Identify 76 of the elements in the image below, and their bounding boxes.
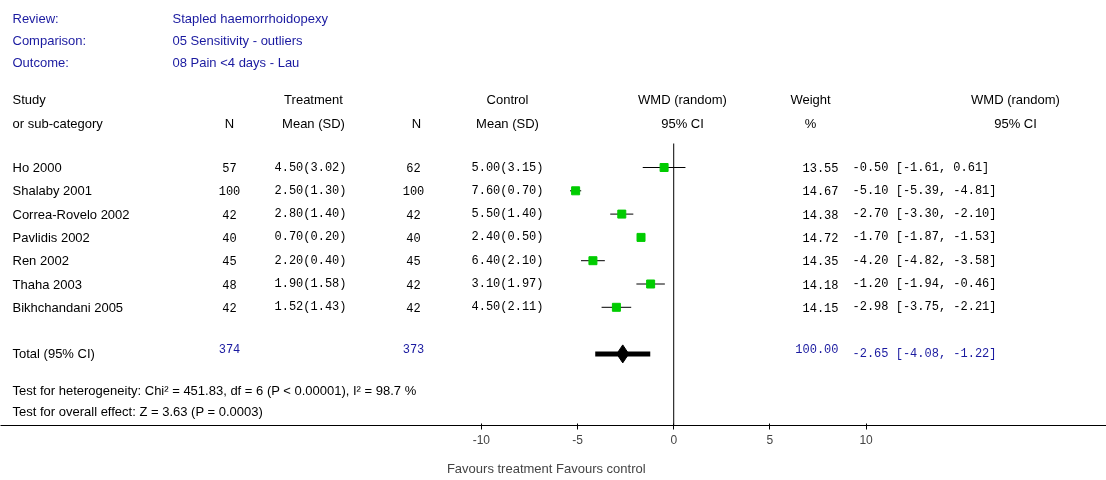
annotation: 13.55 — [802, 162, 839, 176]
y-tick-label: Ho 2000 — [12, 160, 62, 175]
x-axis-title: Favours treatment Favours control — [446, 460, 646, 476]
text: N — [411, 116, 422, 131]
text: WMD (random) 95% CI — [971, 92, 1060, 131]
x-tick-label: 0 — [670, 432, 678, 447]
y-tick-label: Thaha 2003 — [12, 276, 82, 292]
annotation: 57 — [222, 162, 237, 176]
annotation: 374 — [218, 343, 241, 358]
annotation: 42 — [222, 208, 237, 223]
y-tick-label: Bikhchandani 2005 — [12, 299, 124, 315]
annotation: 14.67 — [802, 185, 839, 200]
x-tick-label: 10 — [859, 432, 874, 447]
text: Outcome: — [12, 55, 69, 70]
annotation: 100 — [218, 185, 241, 200]
annotation: 100.00 — [795, 343, 839, 358]
annotation: -1.70 [-1.87, -1.53] — [852, 230, 997, 245]
text: Comparison: — [12, 33, 87, 48]
x-tick-label: 5 — [766, 432, 774, 447]
annotation: 373 — [402, 343, 425, 358]
text: Review: — [12, 11, 59, 26]
y-tick-label: Total (95% CI) — [12, 346, 95, 362]
y-tick-label: Pavlidis 2002 — [12, 229, 90, 245]
annotation: -2.65 [-4.08, -1.22] — [852, 346, 997, 361]
text: 05 Sensitivity - outliers — [172, 33, 304, 48]
y-tick-label: Correa-Rovelo 2002 — [12, 206, 130, 222]
annotation: -4.20 [-4.82, -3.58] — [852, 253, 997, 268]
annotation: 100 — [402, 185, 425, 200]
annotation: 42 — [406, 278, 421, 293]
annotation: 45 — [222, 255, 237, 270]
annotation: -5.10 [-5.39, -4.81] — [852, 183, 997, 198]
annotation: 40 — [222, 231, 237, 246]
text: Test for heterogeneity: Chi² = 451.83, df = 6 (P < 0.00001), I² = 98.7 % — [12, 383, 417, 398]
x-tick-label: -10 — [472, 432, 491, 447]
annotation: 14.18 — [802, 278, 839, 293]
annotation: 40 — [406, 231, 421, 246]
annotation: 14.35 — [802, 255, 839, 270]
y-tick-label: Shalaby 2001 — [12, 183, 93, 199]
annotation: -2.70 [-3.30, -2.10] — [852, 207, 997, 222]
x-tick-label: -5 — [572, 432, 584, 447]
text: WMD (random) 95% CI — [638, 92, 727, 131]
annotation: 48 — [222, 278, 237, 293]
annotation: 5.00(3.15) — [471, 160, 544, 175]
annotation: 7.60(0.70) — [471, 183, 544, 198]
annotation: -2.98 [-3.75, -2.21] — [852, 300, 997, 315]
y-tick-label: Ren 2002 — [12, 253, 69, 269]
annotation: -1.20 [-1.94, -0.46] — [852, 277, 997, 291]
annotation: 42 — [406, 208, 421, 223]
annotation: 42 — [222, 301, 237, 316]
annotation: 5.50(1.40) — [471, 207, 544, 222]
text: N — [224, 116, 235, 131]
annotation: 4.50(3.02) — [274, 160, 347, 175]
annotation: 62 — [406, 162, 421, 176]
text: Study or sub-category — [12, 92, 104, 131]
text: Test for overall effect: Z = 3.63 (P = 0.0003) — [12, 404, 263, 419]
annotation: 1.52(1.43) — [274, 300, 347, 315]
text: 08 Pain <4 days - Lau — [172, 55, 300, 70]
annotation: 14.15 — [802, 301, 839, 316]
annotation: 0.70(0.20) — [274, 230, 347, 245]
annotation: 3.10(1.97) — [471, 277, 544, 291]
annotation: 42 — [406, 301, 421, 316]
annotation: 1.90(1.58) — [274, 277, 347, 291]
annotation: 4.50(2.11) — [471, 300, 544, 315]
annotation: 2.20(0.40) — [274, 253, 347, 268]
annotation: 2.40(0.50) — [471, 230, 544, 245]
annotation: 14.38 — [802, 208, 839, 223]
text: Control Mean (SD) — [476, 92, 539, 131]
annotation: 14.72 — [802, 231, 839, 246]
text: Weight % — [790, 92, 831, 131]
text: Stapled haemorrhoidopexy — [172, 11, 329, 26]
annotation: 2.80(1.40) — [274, 207, 347, 222]
text: Treatment Mean (SD) — [282, 92, 345, 131]
annotation: 45 — [406, 255, 421, 270]
annotation: 2.50(1.30) — [274, 183, 347, 198]
annotation: 6.40(2.10) — [471, 253, 544, 268]
annotation: -0.50 [-1.61, 0.61] — [852, 160, 990, 175]
